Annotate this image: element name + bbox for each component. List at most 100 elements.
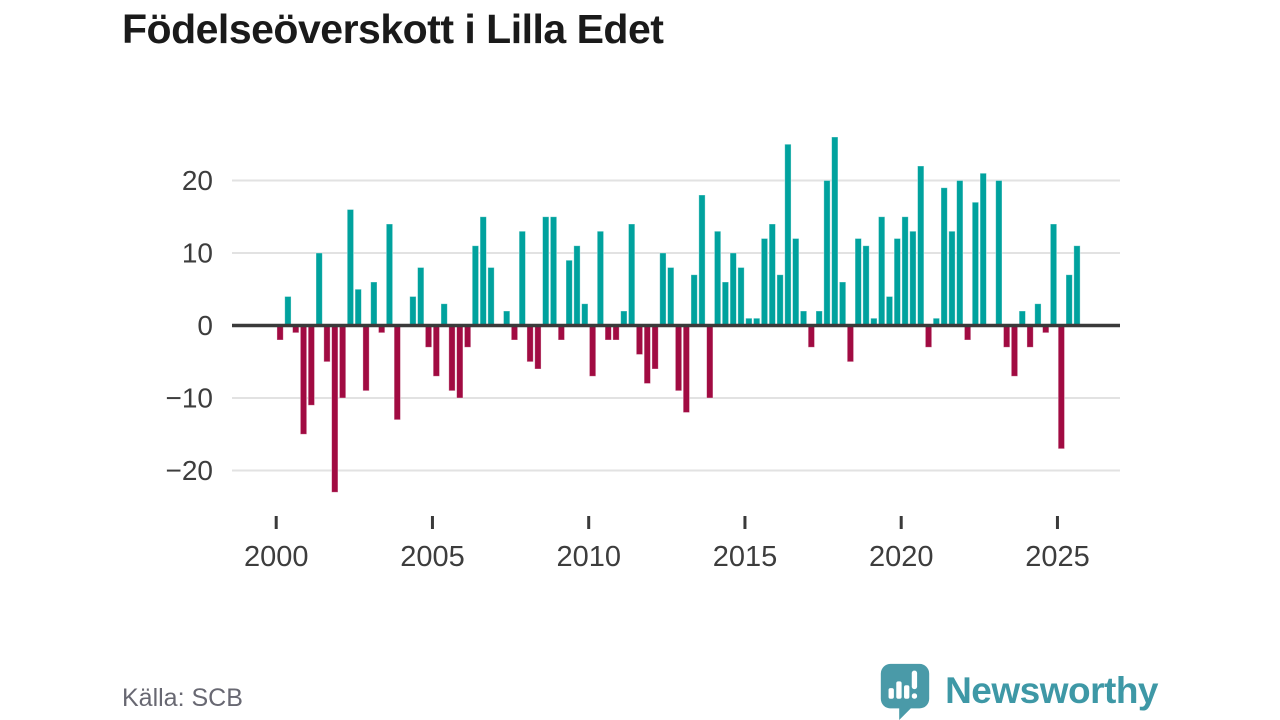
bar-2012-Q2 [659,252,667,326]
bar-2007-Q2 [503,310,511,326]
bar-2019-Q4 [893,238,901,326]
bar-2015-Q4 [768,223,776,326]
bar-2018-Q4 [862,245,870,326]
bar-2007-Q3 [510,325,519,341]
bar-2022-Q1 [964,325,972,341]
bar-2010-Q3 [604,325,612,341]
bar-2018-Q1 [839,281,847,326]
bar-2022-Q3 [979,172,987,326]
bar-2025-Q3 [1073,245,1081,326]
bar-2013-Q3 [698,194,706,326]
bar-2003-Q1 [370,281,378,326]
bar-2005-Q2 [440,303,448,326]
bar-2013-Q4 [706,325,714,399]
bar-2017-Q4 [831,136,839,326]
bar-2009-Q2 [565,259,573,326]
y-tick-label: 20 [182,165,213,196]
bar-2009-Q4 [581,303,589,326]
y-tick-label: 0 [197,310,213,341]
bar-2004-Q3 [417,267,425,326]
bar-2003-Q3 [385,223,394,326]
bar-2017-Q2 [815,310,823,326]
bar-2010-Q2 [596,230,604,326]
bar-2005-Q4 [456,325,464,399]
bar-2017-Q1 [807,325,815,348]
bar-2013-Q1 [682,325,690,413]
page-title: Födelseöverskott i Lilla Edet [122,6,664,52]
bar-2019-Q3 [885,296,894,326]
bar-2020-Q3 [917,165,925,326]
bar-2010-Q1 [589,325,597,377]
bar-2000-Q2 [284,296,292,326]
bar-2011-Q2 [628,223,636,326]
bar-2023-Q4 [1018,310,1026,326]
bar-2005-Q3 [448,325,456,392]
bar-2024-Q1 [1026,325,1034,348]
bar-2012-Q3 [667,267,675,326]
bar-2020-Q4 [924,325,933,348]
newsworthy-logo-icon [877,661,933,720]
y-tick-label: 10 [182,238,213,269]
bar-2014-Q1 [714,230,722,326]
bar-2014-Q2 [721,281,729,326]
y-tick-label: −10 [166,383,214,414]
bar-2020-Q1 [901,216,909,326]
bar-2008-Q1 [526,325,534,363]
bar-2021-Q3 [948,230,956,326]
x-tick-label-2025: 2025 [1025,541,1090,573]
bar-2025-Q1 [1057,325,1065,450]
x-tick-label-2000: 2000 [244,541,309,573]
bar-2006-Q4 [487,267,495,326]
brand-lockup: Newsworthy [877,662,1158,720]
source-note: Källa: SCB [122,684,243,712]
x-tick-label-2020: 2020 [869,541,934,573]
bar-2020-Q2 [909,230,917,326]
bar-2002-Q2 [346,209,354,326]
bar-2016-Q4 [799,310,808,326]
bar-2006-Q3 [479,216,487,326]
bar-2006-Q1 [464,325,472,348]
bar-2014-Q3 [729,252,737,326]
bar-2018-Q2 [846,325,854,363]
bar-2016-Q2 [784,143,792,326]
bar-2018-Q3 [854,238,862,326]
bar-2016-Q3 [792,238,800,326]
bar-2009-Q3 [573,245,581,326]
bar-2001-Q4 [331,325,339,493]
bar-2004-Q2 [409,296,417,326]
bar-2023-Q1 [995,180,1003,326]
bar-2003-Q4 [393,325,401,421]
bar-2021-Q2 [940,187,948,326]
brand-name: Newsworthy [945,670,1158,711]
bar-2002-Q3 [354,288,362,326]
bar-2021-Q4 [956,180,964,326]
bar-2019-Q2 [878,216,886,326]
bar-2023-Q3 [1010,325,1019,377]
bar-2011-Q4 [643,325,651,384]
bar-2008-Q3 [542,216,550,326]
bar-2015-Q3 [760,238,769,326]
bar-2000-Q1 [276,325,284,341]
x-tick-label-2005: 2005 [400,541,465,573]
y-tick-label: −20 [166,455,214,486]
bar-2011-Q3 [635,325,644,355]
bar-2011-Q1 [620,310,628,326]
bar-2002-Q1 [339,325,347,399]
bar-2012-Q4 [674,325,683,392]
bar-2009-Q1 [557,325,565,341]
bar-2001-Q1 [307,325,315,406]
bar-2016-Q1 [776,274,784,326]
bar-2001-Q3 [323,325,331,363]
bar-2007-Q4 [518,230,526,326]
bar-2002-Q4 [362,325,370,392]
bar-2008-Q2 [534,325,542,370]
bar-2006-Q2 [471,245,479,326]
bar-2017-Q3 [823,180,831,326]
bar-2014-Q4 [737,267,745,326]
bar-2000-Q4 [299,325,308,435]
bar-2010-Q4 [612,325,620,341]
bar-2004-Q4 [424,325,433,348]
bar-2008-Q4 [549,216,558,326]
